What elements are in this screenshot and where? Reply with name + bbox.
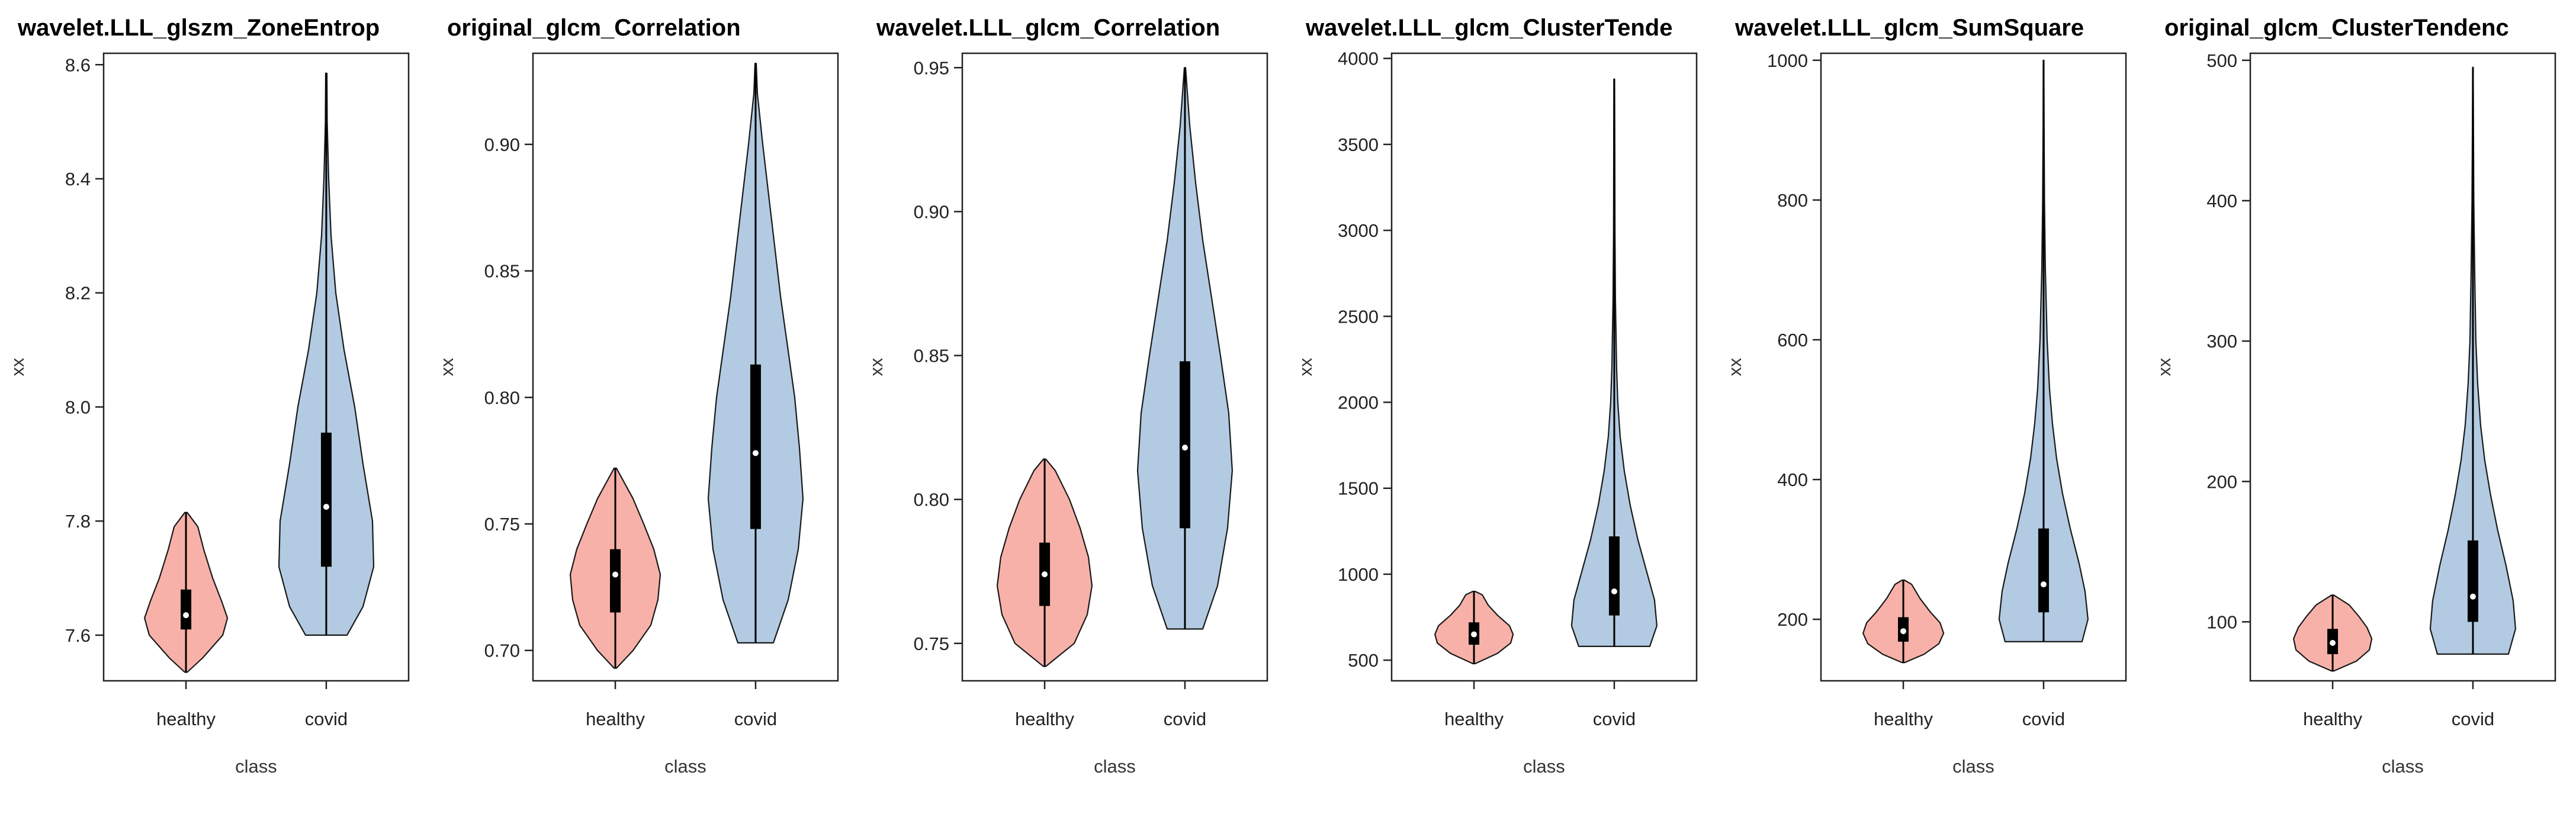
iqr-box-healthy — [610, 549, 621, 613]
plot-frame — [1390, 52, 1698, 682]
y-tick-label: 300 — [2206, 331, 2237, 352]
x-axis-label: class — [1523, 756, 1565, 777]
x-axis-label: class — [2382, 756, 2424, 777]
y-tick-label: 8.6 — [65, 54, 91, 75]
x-category-label-healthy: healthy — [1874, 709, 1933, 729]
y-tick-label: 500 — [1348, 650, 1379, 671]
median-dot-healthy — [1471, 631, 1477, 638]
y-tick-label: 0.95 — [914, 57, 949, 78]
y-tick-label: 0.90 — [914, 201, 949, 222]
violin-panel-6: original_glcm_ClusterTendenc 100 200 300 400… — [2154, 15, 2556, 777]
x-category-label-healthy: healthy — [156, 709, 216, 729]
y-tick-label: 7.6 — [65, 625, 91, 646]
y-tick-label: 3500 — [1338, 134, 1379, 155]
median-dot-covid — [752, 450, 759, 456]
y-tick-label: 0.90 — [484, 134, 520, 155]
panel-title: wavelet.LLL_glszm_ZoneEntrop — [17, 15, 380, 41]
median-dot-covid — [1181, 445, 1188, 451]
iqr-box-covid — [2038, 528, 2049, 613]
y-tick-label: 1000 — [1767, 50, 1808, 71]
median-dot-healthy — [2330, 639, 2336, 646]
y-tick-label: 1000 — [1338, 564, 1379, 585]
y-tick-label: 8.4 — [65, 169, 91, 189]
y-axis-label: xx — [436, 358, 457, 377]
iqr-box-covid — [750, 364, 761, 529]
y-tick-label: 0.85 — [484, 261, 520, 282]
y-tick-label: 400 — [1777, 469, 1808, 490]
x-axis-label: class — [235, 756, 277, 777]
y-tick-label: 0.80 — [484, 387, 520, 408]
y-tick-label: 2500 — [1338, 306, 1379, 327]
y-tick-label: 600 — [1777, 330, 1808, 350]
median-dot-healthy — [183, 612, 189, 619]
plot-frame — [102, 52, 410, 682]
panel-title: wavelet.LLL_glcm_ClusterTende — [1305, 15, 1672, 41]
y-tick-label: 200 — [2206, 471, 2237, 492]
violin-panel-3: wavelet.LLL_glcm_Correlation 0.75 0.80 0.85… — [866, 15, 1268, 777]
violin-panel-1: wavelet.LLL_glszm_ZoneEntrop 7.6 7.8 8.0 8.2… — [7, 15, 410, 777]
y-tick-label: 0.75 — [484, 514, 520, 535]
y-tick-label: 800 — [1777, 190, 1808, 211]
median-dot-healthy — [1900, 628, 1907, 635]
iqr-box-covid — [2467, 540, 2478, 622]
y-tick-label: 0.75 — [914, 633, 949, 654]
violin-panel-2: original_glcm_Correlation 0.70 0.75 0.80 0.8… — [436, 15, 839, 777]
y-axis-label: xx — [7, 358, 28, 377]
y-axis-label: xx — [2154, 358, 2174, 377]
violin-panel-5: wavelet.LLL_glcm_SumSquare 200 400 600 800 10… — [1724, 15, 2127, 777]
panel-title: original_glcm_Correlation — [447, 15, 741, 41]
x-category-label-healthy: healthy — [1444, 709, 1504, 729]
median-dot-covid — [323, 504, 329, 510]
y-tick-label: 2000 — [1338, 392, 1379, 413]
y-tick-label: 400 — [2206, 191, 2237, 211]
panel-title: wavelet.LLL_glcm_Correlation — [876, 15, 1220, 41]
violin-panel-4: wavelet.LLL_glcm_ClusterTende 500 1000 1500… — [1295, 15, 1698, 777]
iqr-box-covid — [1608, 536, 1620, 616]
y-tick-label: 8.0 — [65, 397, 91, 417]
x-category-label-covid: covid — [1593, 709, 1636, 729]
y-tick-label: 4000 — [1338, 49, 1379, 69]
y-axis-label: xx — [1295, 358, 1316, 377]
y-tick-label: 0.85 — [914, 346, 949, 366]
y-tick-label: 0.80 — [914, 490, 949, 510]
y-axis-label: xx — [1724, 358, 1745, 377]
y-tick-label: 8.2 — [65, 283, 91, 304]
x-category-label-healthy: healthy — [1015, 709, 1074, 729]
plot-frame — [961, 52, 1268, 682]
y-tick-label: 100 — [2206, 612, 2237, 632]
x-category-label-covid: covid — [305, 709, 348, 729]
y-tick-label: 200 — [1777, 609, 1808, 630]
y-tick-label: 0.70 — [484, 641, 520, 661]
x-axis-label: class — [1952, 756, 1994, 777]
x-axis-label: class — [664, 756, 706, 777]
x-category-label-covid: covid — [1164, 709, 1206, 729]
x-category-label-covid: covid — [2022, 709, 2065, 729]
x-axis-label: class — [1094, 756, 1136, 777]
median-dot-healthy — [612, 571, 619, 578]
plot-frame — [2249, 52, 2556, 682]
median-dot-covid — [2040, 581, 2047, 588]
y-tick-label: 7.8 — [65, 511, 91, 532]
median-dot-covid — [1611, 588, 1617, 594]
plot-frame — [532, 52, 839, 682]
x-category-label-healthy: healthy — [2303, 709, 2362, 729]
panel-title: wavelet.LLL_glcm_SumSquare — [1735, 15, 2084, 41]
plot-frame — [1820, 52, 2127, 682]
y-tick-label: 3000 — [1338, 220, 1379, 241]
iqr-box-covid — [320, 432, 332, 567]
x-category-label-covid: covid — [734, 709, 777, 729]
y-axis-label: xx — [866, 358, 886, 377]
median-dot-covid — [2469, 593, 2476, 600]
median-dot-healthy — [1042, 571, 1048, 578]
y-tick-label: 1500 — [1338, 478, 1379, 499]
x-category-label-healthy: healthy — [586, 709, 645, 729]
panel-title: original_glcm_ClusterTendenc — [2164, 15, 2509, 41]
iqr-box-healthy — [181, 589, 192, 630]
x-category-label-covid: covid — [2452, 709, 2494, 729]
y-tick-label: 500 — [2206, 50, 2237, 71]
